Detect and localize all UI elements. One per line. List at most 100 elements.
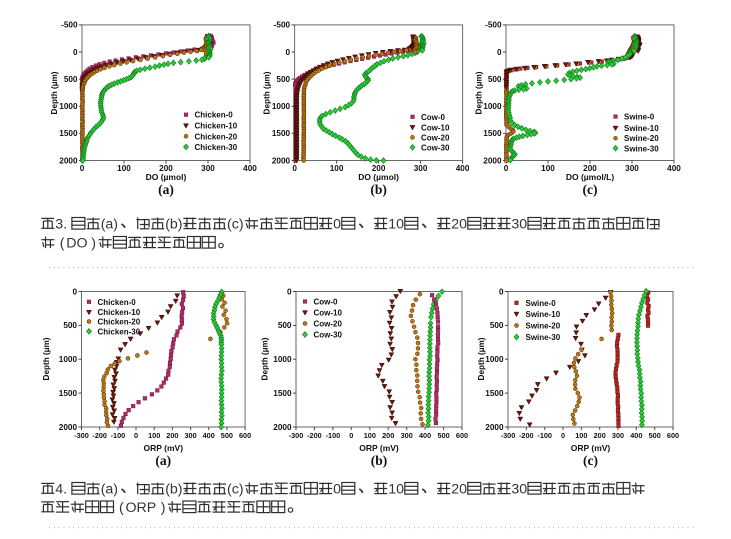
svg-text:0: 0 <box>286 48 291 57</box>
svg-text:1000: 1000 <box>483 102 502 111</box>
svg-text:200: 200 <box>166 431 178 440</box>
svg-text:1000: 1000 <box>485 355 504 364</box>
svg-text:(: ( <box>60 236 65 252</box>
svg-text:Depth (µm): Depth (µm) <box>42 337 51 380</box>
svg-text:-200: -200 <box>92 431 107 440</box>
svg-text:Depth (µm): Depth (µm) <box>477 337 486 380</box>
svg-text:Swine-10: Swine-10 <box>624 124 659 133</box>
svg-text:500: 500 <box>438 431 450 440</box>
svg-text:Swine-0: Swine-0 <box>526 299 557 308</box>
svg-text:(b): (b) <box>165 482 182 498</box>
svg-text:0: 0 <box>73 48 78 57</box>
svg-text:500: 500 <box>488 75 502 84</box>
svg-text:ORP (mV): ORP (mV) <box>571 443 611 453</box>
svg-text:100: 100 <box>117 164 131 173</box>
svg-text:200: 200 <box>594 431 606 440</box>
svg-text:(c): (c) <box>583 182 598 197</box>
svg-text:0: 0 <box>80 164 85 173</box>
svg-text:-500: -500 <box>485 21 502 30</box>
svg-text:2000: 2000 <box>483 156 502 165</box>
svg-text:1000: 1000 <box>59 102 78 111</box>
svg-text:300: 300 <box>401 431 413 440</box>
svg-text:500: 500 <box>63 321 77 330</box>
svg-text:2000: 2000 <box>272 156 291 165</box>
svg-text:1500: 1500 <box>483 129 502 138</box>
svg-text:4.: 4. <box>55 482 67 498</box>
svg-text:Depth (µm): Depth (µm) <box>50 71 59 114</box>
svg-text:300: 300 <box>414 164 428 173</box>
svg-text:Chicken-10: Chicken-10 <box>98 308 141 317</box>
svg-text:20: 20 <box>451 482 467 498</box>
svg-text:ORP (mV): ORP (mV) <box>359 443 399 453</box>
svg-text:ORP (mV): ORP (mV) <box>144 443 184 453</box>
svg-text:400: 400 <box>456 164 470 173</box>
svg-text:1000: 1000 <box>59 355 78 364</box>
svg-text:-200: -200 <box>519 431 534 440</box>
svg-text:ORP: ORP <box>126 500 157 516</box>
svg-text:Cow-10: Cow-10 <box>421 123 450 132</box>
svg-text:(c): (c) <box>227 217 244 233</box>
svg-text:Cow-0: Cow-0 <box>314 298 339 307</box>
svg-text:400: 400 <box>667 164 681 173</box>
svg-text:Swine-20: Swine-20 <box>624 134 659 143</box>
svg-text:400: 400 <box>243 164 257 173</box>
svg-text:500: 500 <box>649 431 661 440</box>
svg-text:Cow-10: Cow-10 <box>314 309 343 318</box>
svg-text:100: 100 <box>575 431 587 440</box>
svg-text:Depth (µm): Depth (µm) <box>261 337 270 380</box>
svg-text:Chicken-0: Chicken-0 <box>195 111 234 120</box>
svg-text:-100: -100 <box>111 431 126 440</box>
svg-text:0: 0 <box>292 164 297 173</box>
svg-text:200: 200 <box>372 164 386 173</box>
svg-text:-100: -100 <box>326 431 341 440</box>
svg-text:600: 600 <box>456 431 468 440</box>
svg-text:Depth (µm): Depth (µm) <box>475 71 484 114</box>
svg-text:2000: 2000 <box>59 423 78 432</box>
svg-text:1500: 1500 <box>273 389 292 398</box>
svg-text:500: 500 <box>276 75 290 84</box>
svg-text:-500: -500 <box>274 21 291 30</box>
svg-text:0: 0 <box>287 287 292 296</box>
svg-text:Chicken-20: Chicken-20 <box>195 132 238 141</box>
svg-text:(b): (b) <box>370 182 387 197</box>
svg-text:(: ( <box>119 500 124 516</box>
svg-text:(c): (c) <box>227 482 244 498</box>
svg-text:0: 0 <box>499 287 504 296</box>
svg-text:500: 500 <box>221 431 233 440</box>
svg-text:600: 600 <box>667 431 679 440</box>
svg-text:-300: -300 <box>289 431 304 440</box>
svg-text:0: 0 <box>504 164 509 173</box>
svg-text:Cow-20: Cow-20 <box>314 320 343 329</box>
svg-text:DO (µmol/L): DO (µmol/L) <box>566 172 615 182</box>
svg-text:500: 500 <box>64 75 78 84</box>
svg-text:500: 500 <box>278 321 292 330</box>
svg-text:200: 200 <box>583 164 597 173</box>
svg-text:1500: 1500 <box>59 129 78 138</box>
svg-text:400: 400 <box>419 431 431 440</box>
svg-text:10: 10 <box>388 482 404 498</box>
svg-text:(b): (b) <box>165 217 182 233</box>
svg-text:Chicken-20: Chicken-20 <box>98 318 141 327</box>
svg-text:Swine-10: Swine-10 <box>526 310 561 319</box>
svg-text:Chicken-10: Chicken-10 <box>195 122 238 131</box>
svg-text:-200: -200 <box>307 431 322 440</box>
svg-text:1500: 1500 <box>272 129 291 138</box>
svg-text:2000: 2000 <box>59 156 78 165</box>
svg-text:0: 0 <box>497 48 502 57</box>
svg-text:300: 300 <box>185 431 197 440</box>
svg-text:): ) <box>161 500 166 516</box>
svg-text:1000: 1000 <box>273 355 292 364</box>
svg-text:(a): (a) <box>158 182 174 197</box>
svg-text:Cow-20: Cow-20 <box>421 133 450 142</box>
svg-text:30: 30 <box>511 217 527 233</box>
svg-text:(a): (a) <box>155 453 171 468</box>
svg-text:DO (µmol): DO (µmol) <box>358 172 399 182</box>
svg-text:600: 600 <box>239 431 251 440</box>
svg-text:2000: 2000 <box>273 423 292 432</box>
svg-text:400: 400 <box>203 431 215 440</box>
svg-text:0: 0 <box>561 431 565 440</box>
svg-text:0: 0 <box>134 431 138 440</box>
svg-text:100: 100 <box>364 431 376 440</box>
svg-text:Depth (µm): Depth (µm) <box>263 71 272 114</box>
svg-text:200: 200 <box>382 431 394 440</box>
